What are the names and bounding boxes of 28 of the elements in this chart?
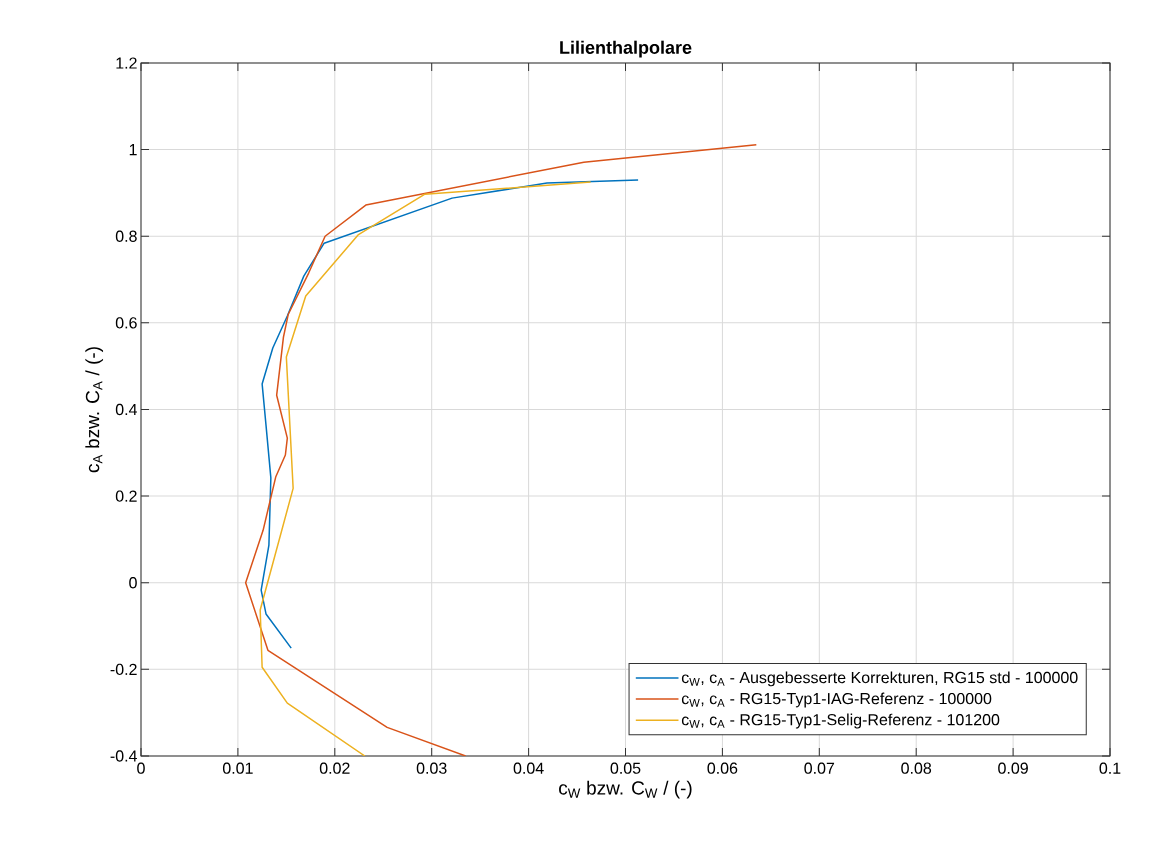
x-tick-label: 0.05 [610, 762, 641, 774]
x-tick-label: 0.03 [416, 762, 447, 774]
x-tick-label: 0.01 [222, 762, 253, 774]
legend-label: c$_{W}$, c$_{A}$ - RG15-Typ1-Selig-Referenz - 101200 [681, 713, 1000, 729]
x-tick-label: 0.04 [513, 762, 544, 774]
y-tick-label: 0 [129, 577, 137, 589]
x-tick-label: 0.09 [998, 762, 1028, 774]
x-tick-label: 0 [137, 762, 145, 774]
y-axis-title: c$_{A}$ bzw. C$_{A}$ / (-) [85, 347, 104, 473]
x-axis-title: c$_{W}$ bzw. C$_{W}$ / (-) [559, 780, 692, 799]
legend-label: c$_{W}$, c$_{A}$ - RG15-Typ1-IAG-Referenz - 100000 [681, 692, 992, 708]
chart-title: Lilienthalpolare [560, 40, 692, 58]
y-tick-label: 0.4 [115, 403, 137, 416]
x-tick-label: 0.08 [901, 762, 932, 774]
line-series [259, 181, 592, 756]
x-tick-label: 0.02 [319, 762, 350, 774]
y-tick-label: -0.2 [110, 663, 137, 676]
legend-label: c$_{W}$, c$_{A}$ - Ausgebesserte Korrekturen, RG15 std - 100000 [681, 671, 1078, 687]
x-tick-label: 0.1 [1099, 762, 1121, 774]
x-tick-label: 0.07 [804, 762, 835, 774]
line-series [260, 179, 639, 649]
y-tick-label: -0.4 [110, 750, 137, 762]
y-tick-label: 1.2 [116, 57, 137, 69]
y-tick-label: 0.8 [115, 230, 137, 242]
y-tick-label: 0.6 [115, 317, 137, 329]
y-tick-label: 1 [129, 144, 137, 156]
x-tick-label: 0.06 [707, 762, 738, 774]
y-tick-label: 0.2 [115, 490, 137, 502]
